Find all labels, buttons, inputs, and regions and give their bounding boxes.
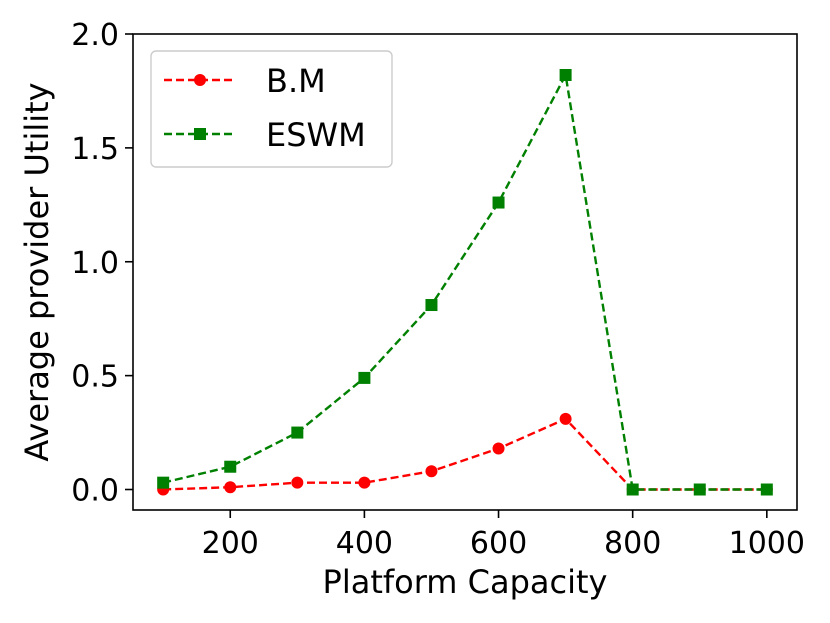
- series-line: [162, 71, 767, 491]
- x-tick-label: 1000: [729, 526, 805, 561]
- legend-box: [150, 50, 393, 168]
- data-point: [291, 476, 304, 489]
- data-point: [224, 460, 237, 473]
- y-tick-label: 0.5: [71, 360, 119, 395]
- x-tick-label: 600: [470, 526, 527, 561]
- y-tick-label: 1.5: [71, 132, 119, 167]
- x-axis-label: Platform Capacity: [323, 563, 608, 601]
- legend-item: B.M: [164, 62, 326, 100]
- legend-marker: [194, 128, 206, 140]
- data-point: [626, 483, 639, 496]
- data-point: [492, 442, 505, 455]
- y-axis-label: Average provider Utility: [18, 82, 56, 461]
- data-point: [559, 412, 572, 425]
- x-tick-label: 400: [336, 526, 393, 561]
- legend-label: B.M: [266, 62, 326, 100]
- x-tick-label: 800: [604, 526, 661, 561]
- data-point: [760, 483, 773, 496]
- legend-label: ESWM: [266, 116, 366, 154]
- series-b-m: [157, 412, 773, 496]
- data-point: [425, 465, 438, 478]
- data-point: [693, 483, 706, 496]
- legend-item: ESWM: [164, 116, 366, 154]
- series-eswm: [157, 68, 773, 496]
- legend: B.M ESWM: [150, 50, 393, 168]
- data-point: [358, 371, 371, 384]
- data-point: [291, 426, 304, 439]
- ticks-layer: 200 400 600 800 1000 0.0 0.5 1.0 1.5 2.0: [71, 18, 805, 561]
- data-point: [559, 68, 572, 81]
- series-layer: [157, 68, 773, 496]
- data-point: [358, 476, 371, 489]
- legend-marker: [194, 74, 206, 86]
- plot-frame: [132, 33, 798, 511]
- y-tick-label: 1.0: [71, 246, 119, 281]
- y-tick-label: 0.0: [71, 474, 119, 509]
- data-point: [492, 196, 505, 209]
- series-line: [163, 417, 767, 491]
- data-point: [157, 476, 170, 489]
- data-point: [425, 299, 438, 312]
- data-point: [224, 481, 237, 494]
- y-tick-label: 2.0: [71, 18, 119, 53]
- x-tick-label: 200: [202, 526, 259, 561]
